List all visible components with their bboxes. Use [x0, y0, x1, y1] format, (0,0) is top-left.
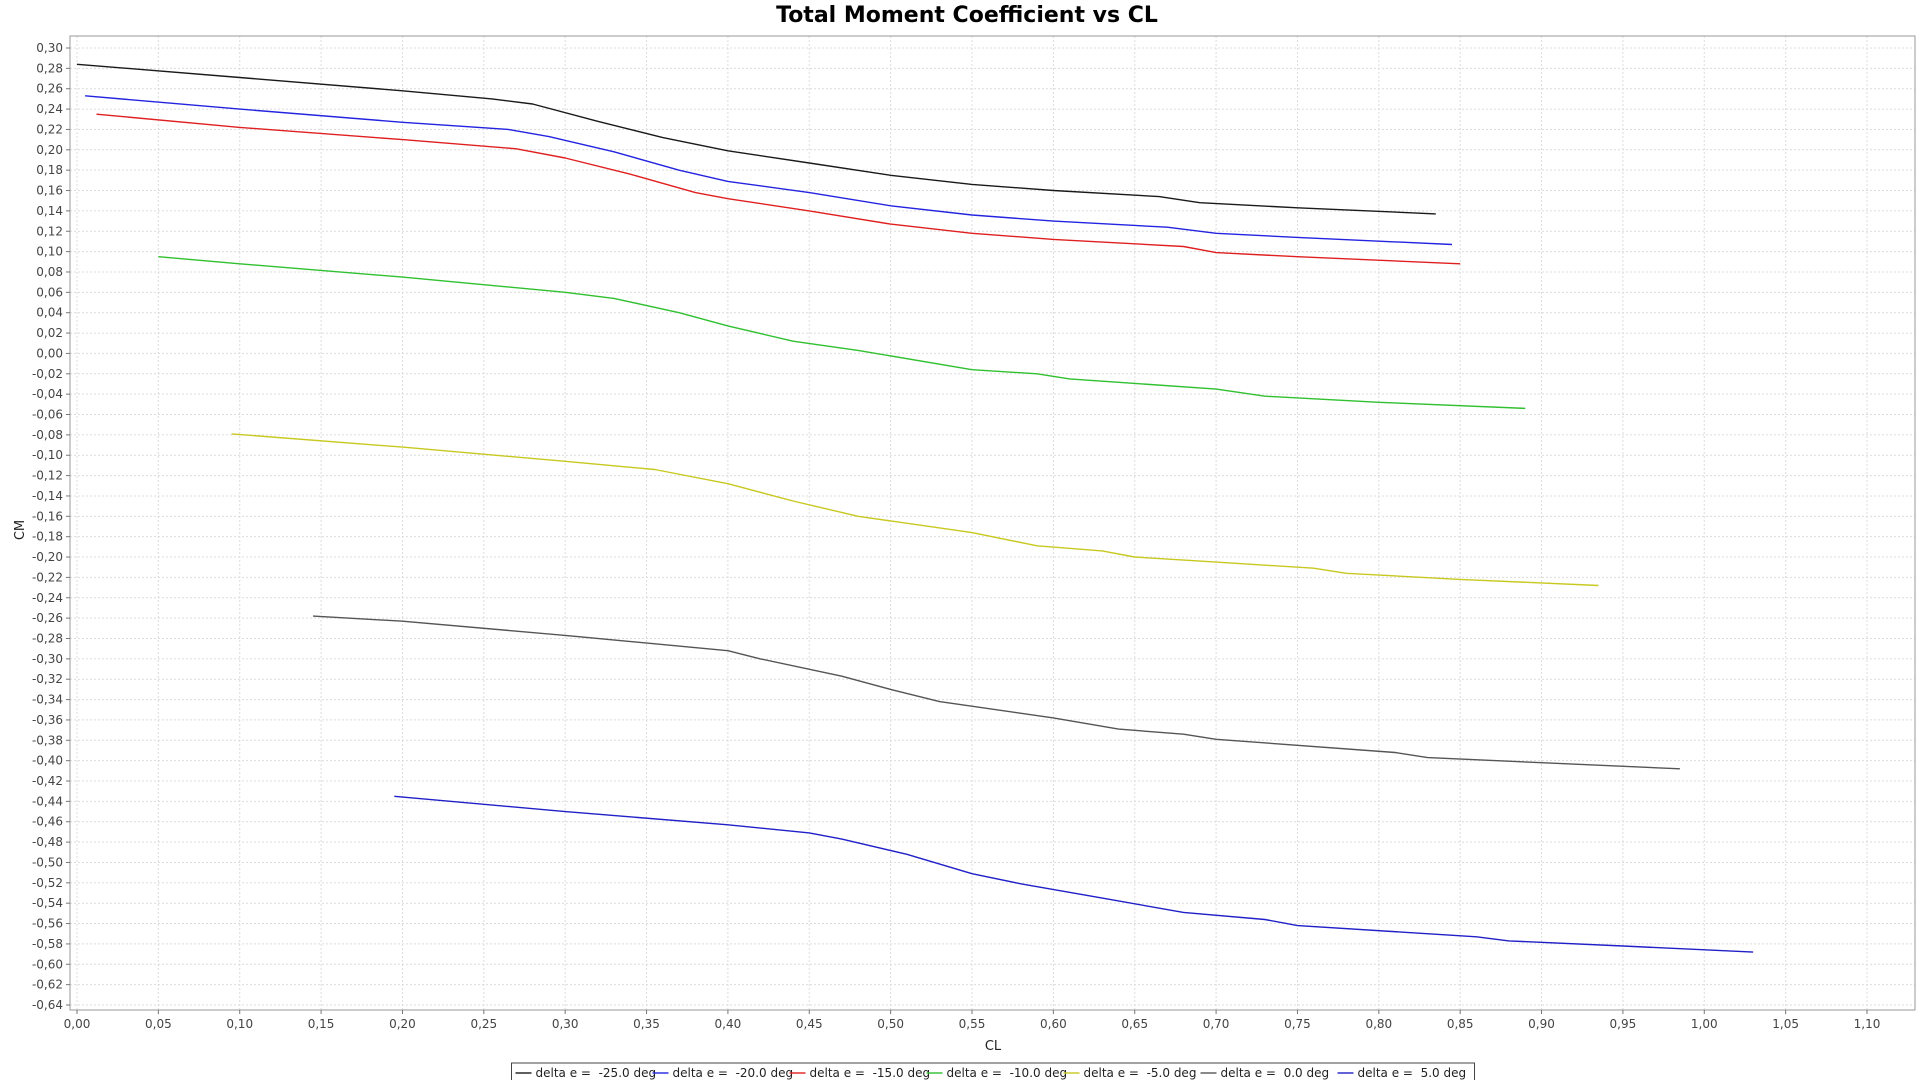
legend-label-5: delta e = 0.0 deg	[1221, 1066, 1330, 1080]
y-tick-label: -0,46	[32, 815, 63, 829]
x-tick-label: 0,80	[1365, 1017, 1392, 1031]
y-tick-label: -0,54	[32, 896, 63, 910]
y-tick-label: 0,20	[36, 143, 63, 157]
series-line-1	[85, 95, 1453, 246]
y-axis-label: CM	[13, 520, 28, 540]
y-tick-label: -0,30	[32, 652, 63, 666]
y-tick-label: -0,36	[32, 713, 63, 727]
x-tick-label: 0,25	[470, 1017, 497, 1031]
y-tick-label: -0,26	[32, 611, 63, 625]
y-tick-label: 0,08	[36, 265, 63, 279]
series-line-4	[231, 433, 1599, 587]
legend-label-3: delta e = -10.0 deg	[947, 1066, 1068, 1080]
y-tick-label: -0,38	[32, 733, 63, 747]
y-tick-label: -0,14	[32, 489, 63, 503]
y-tick-label: -0,08	[32, 428, 63, 442]
series-line-2	[96, 113, 1461, 265]
y-tick-label: -0,64	[32, 998, 63, 1012]
x-tick-label: 0,50	[877, 1017, 904, 1031]
y-tick-label: 0,24	[36, 102, 63, 116]
series-line-3	[158, 256, 1526, 410]
y-tick-label: -0,42	[32, 774, 63, 788]
x-tick-label: 1,00	[1691, 1017, 1718, 1031]
y-tick-label: 0,16	[36, 184, 63, 198]
plot-area-border	[69, 35, 1916, 1011]
x-axis-ticks: 0,00 0,05 0,10 0,15 0,20 0,25 0,30 0,35 0,40 0,45…	[64, 1010, 1881, 1031]
y-tick-label: 0,12	[36, 224, 63, 238]
y-tick-label: -0,02	[32, 367, 63, 381]
y-tick-label: 0,22	[36, 122, 63, 136]
series-line-5	[312, 615, 1680, 770]
y-tick-label: -0,60	[32, 957, 63, 971]
legend-label-6: delta e = 5.0 deg	[1358, 1066, 1467, 1080]
y-tick-label: -0,50	[32, 855, 63, 869]
y-tick-label: -0,06	[32, 408, 63, 422]
y-tick-label: 0,28	[36, 61, 63, 75]
y-tick-label: 0,30	[36, 41, 63, 55]
legend-label-0: delta e = -25.0 deg	[536, 1066, 657, 1080]
x-tick-label: 0,15	[308, 1017, 335, 1031]
y-tick-label: -0,18	[32, 530, 63, 544]
y-tick-label: -0,52	[32, 876, 63, 890]
y-tick-label: -0,62	[32, 978, 63, 992]
x-tick-label: 0,85	[1447, 1017, 1474, 1031]
y-tick-label: 0,06	[36, 285, 63, 299]
y-tick-label: -0,10	[32, 448, 63, 462]
y-tick-label: -0,12	[32, 469, 63, 483]
x-tick-label: 0,45	[796, 1017, 823, 1031]
x-tick-label: 0,75	[1284, 1017, 1311, 1031]
y-tick-label: -0,48	[32, 835, 63, 849]
y-tick-label: -0,04	[32, 387, 63, 401]
x-tick-label: 0,35	[633, 1017, 660, 1031]
legend-label-2: delta e = -15.0 deg	[810, 1066, 931, 1080]
y-tick-label: -0,58	[32, 937, 63, 951]
series-line-0	[76, 63, 1436, 215]
x-tick-label: 0,30	[552, 1017, 579, 1031]
x-tick-label: 0,60	[1040, 1017, 1067, 1031]
x-tick-label: 0,40	[715, 1017, 742, 1031]
x-tick-label: 0,20	[389, 1017, 416, 1031]
y-tick-label: -0,44	[32, 794, 63, 808]
x-tick-label: 0,00	[64, 1017, 91, 1031]
x-tick-label: 1,10	[1854, 1017, 1881, 1031]
y-tick-label: -0,56	[32, 917, 63, 931]
y-tick-label: 0,18	[36, 163, 63, 177]
x-tick-label: 0,70	[1203, 1017, 1230, 1031]
y-tick-label: 0,00	[36, 346, 63, 360]
y-axis-ticks: 0,30 0,28 0,26 0,24 0,22 0,20 0,18 0,16 0,14 0,12…	[32, 41, 70, 1012]
y-tick-label: -0,22	[32, 570, 63, 584]
y-tick-label: -0,40	[32, 754, 63, 768]
y-tick-label: 0,02	[36, 326, 63, 340]
legend-label-1: delta e = -20.0 deg	[673, 1066, 794, 1080]
y-tick-label: -0,20	[32, 550, 63, 564]
x-tick-label: 0,95	[1610, 1017, 1637, 1031]
y-tick-label: -0,16	[32, 509, 63, 523]
y-tick-label: -0,28	[32, 631, 63, 645]
series-line-6	[394, 795, 1754, 953]
series-lines	[76, 63, 1754, 953]
x-tick-label: 0,65	[1121, 1017, 1148, 1031]
y-tick-label: -0,24	[32, 591, 63, 605]
x-tick-label: 0,90	[1528, 1017, 1555, 1031]
x-tick-label: 0,55	[959, 1017, 986, 1031]
grid-lines	[70, 36, 1915, 1010]
legend-box	[511, 1062, 1475, 1080]
x-tick-label: 1,05	[1772, 1017, 1799, 1031]
y-tick-label: -0,32	[32, 672, 63, 686]
y-tick-label: 0,10	[36, 245, 63, 259]
x-tick-label: 0,10	[226, 1017, 253, 1031]
legend: delta e = -25.0 deg delta e = -20.0 deg de…	[511, 1062, 1475, 1080]
y-tick-label: 0,14	[36, 204, 63, 218]
y-tick-label: 0,04	[36, 306, 63, 320]
chart-title: Total Moment Coefficient vs CL	[776, 3, 1158, 28]
legend-label-4: delta e = -5.0 deg	[1084, 1066, 1197, 1080]
x-axis-label: CL	[985, 1039, 1002, 1054]
y-tick-label: 0,26	[36, 82, 63, 96]
y-tick-label: -0,34	[32, 693, 63, 707]
x-tick-label: 0,05	[145, 1017, 172, 1031]
